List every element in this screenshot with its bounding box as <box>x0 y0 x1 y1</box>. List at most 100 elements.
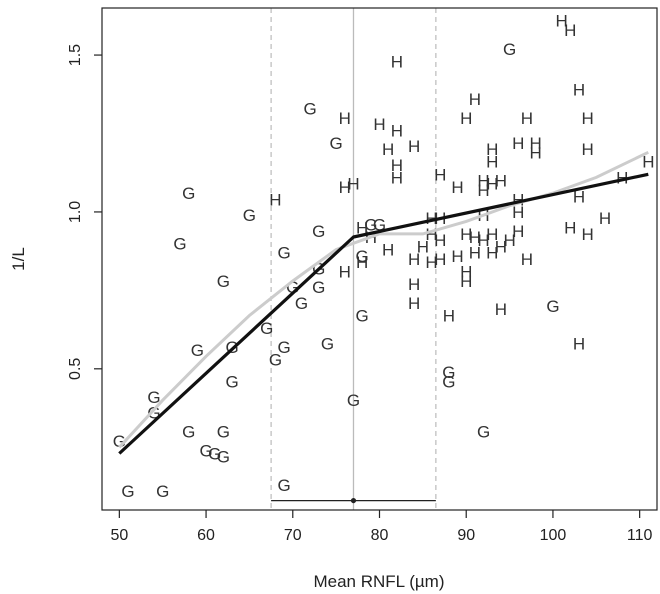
point-g: G <box>277 338 290 357</box>
point-h: H <box>486 244 498 263</box>
point-g: G <box>156 482 169 501</box>
point-h: H <box>356 253 368 272</box>
x-tick-label: 90 <box>457 527 475 544</box>
point-g: G <box>277 244 290 263</box>
y-tick-label: 0.5 <box>67 358 84 380</box>
point-h: H <box>581 140 593 159</box>
point-g: G <box>147 388 160 407</box>
point-h: H <box>391 156 403 175</box>
point-h: H <box>434 165 446 184</box>
point-g: G <box>225 372 238 391</box>
point-g: G <box>243 206 256 225</box>
point-h: H <box>555 12 567 31</box>
point-h: H <box>616 168 628 187</box>
point-h: H <box>408 250 420 269</box>
point-h: H <box>529 134 541 153</box>
point-g: G <box>356 247 369 266</box>
point-h: H <box>425 253 437 272</box>
x-tick-label: 110 <box>627 527 653 544</box>
smooth-fit-line <box>118 150 649 449</box>
point-h: H <box>339 109 351 128</box>
point-g: G <box>477 423 490 442</box>
point-h: H <box>408 137 420 156</box>
point-h: H <box>391 52 403 71</box>
point-h: H <box>469 228 481 247</box>
x-tick-label: 70 <box>284 527 302 544</box>
point-h: H <box>460 263 472 282</box>
point-h: H <box>460 109 472 128</box>
point-g: G <box>269 350 282 369</box>
point-h: H <box>408 275 420 294</box>
point-h: H <box>460 225 472 244</box>
point-g: G <box>260 319 273 338</box>
point-g: G <box>277 476 290 495</box>
point-g: G <box>503 40 516 59</box>
point-h: H <box>529 143 541 162</box>
point-g: G <box>312 222 325 241</box>
y-axis-title: 1/L <box>9 247 28 271</box>
point-h: H <box>339 178 351 197</box>
point-h: H <box>573 187 585 206</box>
point-h: H <box>460 272 472 291</box>
point-h: H <box>512 134 524 153</box>
point-h: H <box>391 121 403 140</box>
x-tick-label: 60 <box>197 527 215 544</box>
point-h: H <box>347 175 359 194</box>
point-h: H <box>581 225 593 244</box>
point-g: G <box>295 294 308 313</box>
point-g: G <box>182 184 195 203</box>
broken-stick-line <box>118 172 649 455</box>
point-h: H <box>486 140 498 159</box>
point-h: H <box>434 250 446 269</box>
axes: 50 60 70 80 90 100 110 0.5 1.0 1.5 <box>67 7 658 544</box>
point-h: H <box>573 335 585 354</box>
point-h: H <box>573 81 585 100</box>
point-g: G <box>442 372 455 391</box>
point-h: H <box>373 115 385 134</box>
point-h: H <box>269 190 281 209</box>
x-axis-title: Mean RNFL (µm) <box>313 572 444 591</box>
y-tick-label: 1.5 <box>67 44 84 66</box>
point-g: G <box>312 278 325 297</box>
point-h: H <box>417 237 429 256</box>
point-g: G <box>217 423 230 442</box>
point-g: G <box>113 432 126 451</box>
point-g: G <box>356 306 369 325</box>
point-h: H <box>642 153 654 172</box>
point-h: H <box>521 250 533 269</box>
point-h: H <box>564 21 576 40</box>
point-g: G <box>442 363 455 382</box>
point-h: H <box>486 225 498 244</box>
point-g: G <box>304 99 317 118</box>
x-tick-label: 50 <box>110 527 128 544</box>
point-h: H <box>434 231 446 250</box>
point-h: H <box>486 153 498 172</box>
x-tick-label: 80 <box>371 527 389 544</box>
x-tick-label: 100 <box>540 527 567 544</box>
point-h: H <box>382 140 394 159</box>
point-h: H <box>503 231 515 250</box>
point-h: H <box>451 247 463 266</box>
point-h: H <box>451 178 463 197</box>
point-h: H <box>512 203 524 222</box>
point-h: H <box>477 231 489 250</box>
point-h: H <box>408 294 420 313</box>
point-h: H <box>391 168 403 187</box>
point-g: G <box>191 341 204 360</box>
point-h: H <box>599 209 611 228</box>
plot-area: GGGGGGGGGGGGGGGGGGGGGGGGGGGGGGGGGGGGGGGG… <box>113 8 654 510</box>
point-h: H <box>564 219 576 238</box>
point-h: H <box>382 241 394 260</box>
point-h: H <box>512 222 524 241</box>
point-h: H <box>339 263 351 282</box>
point-h: H <box>477 181 489 200</box>
point-g: G <box>347 391 360 410</box>
point-h: H <box>486 175 498 194</box>
y-tick-label: 1.0 <box>67 201 84 223</box>
point-h: H <box>581 109 593 128</box>
point-g: G <box>217 272 230 291</box>
point-h: H <box>477 172 489 191</box>
point-h: H <box>521 109 533 128</box>
point-g: G <box>321 335 334 354</box>
